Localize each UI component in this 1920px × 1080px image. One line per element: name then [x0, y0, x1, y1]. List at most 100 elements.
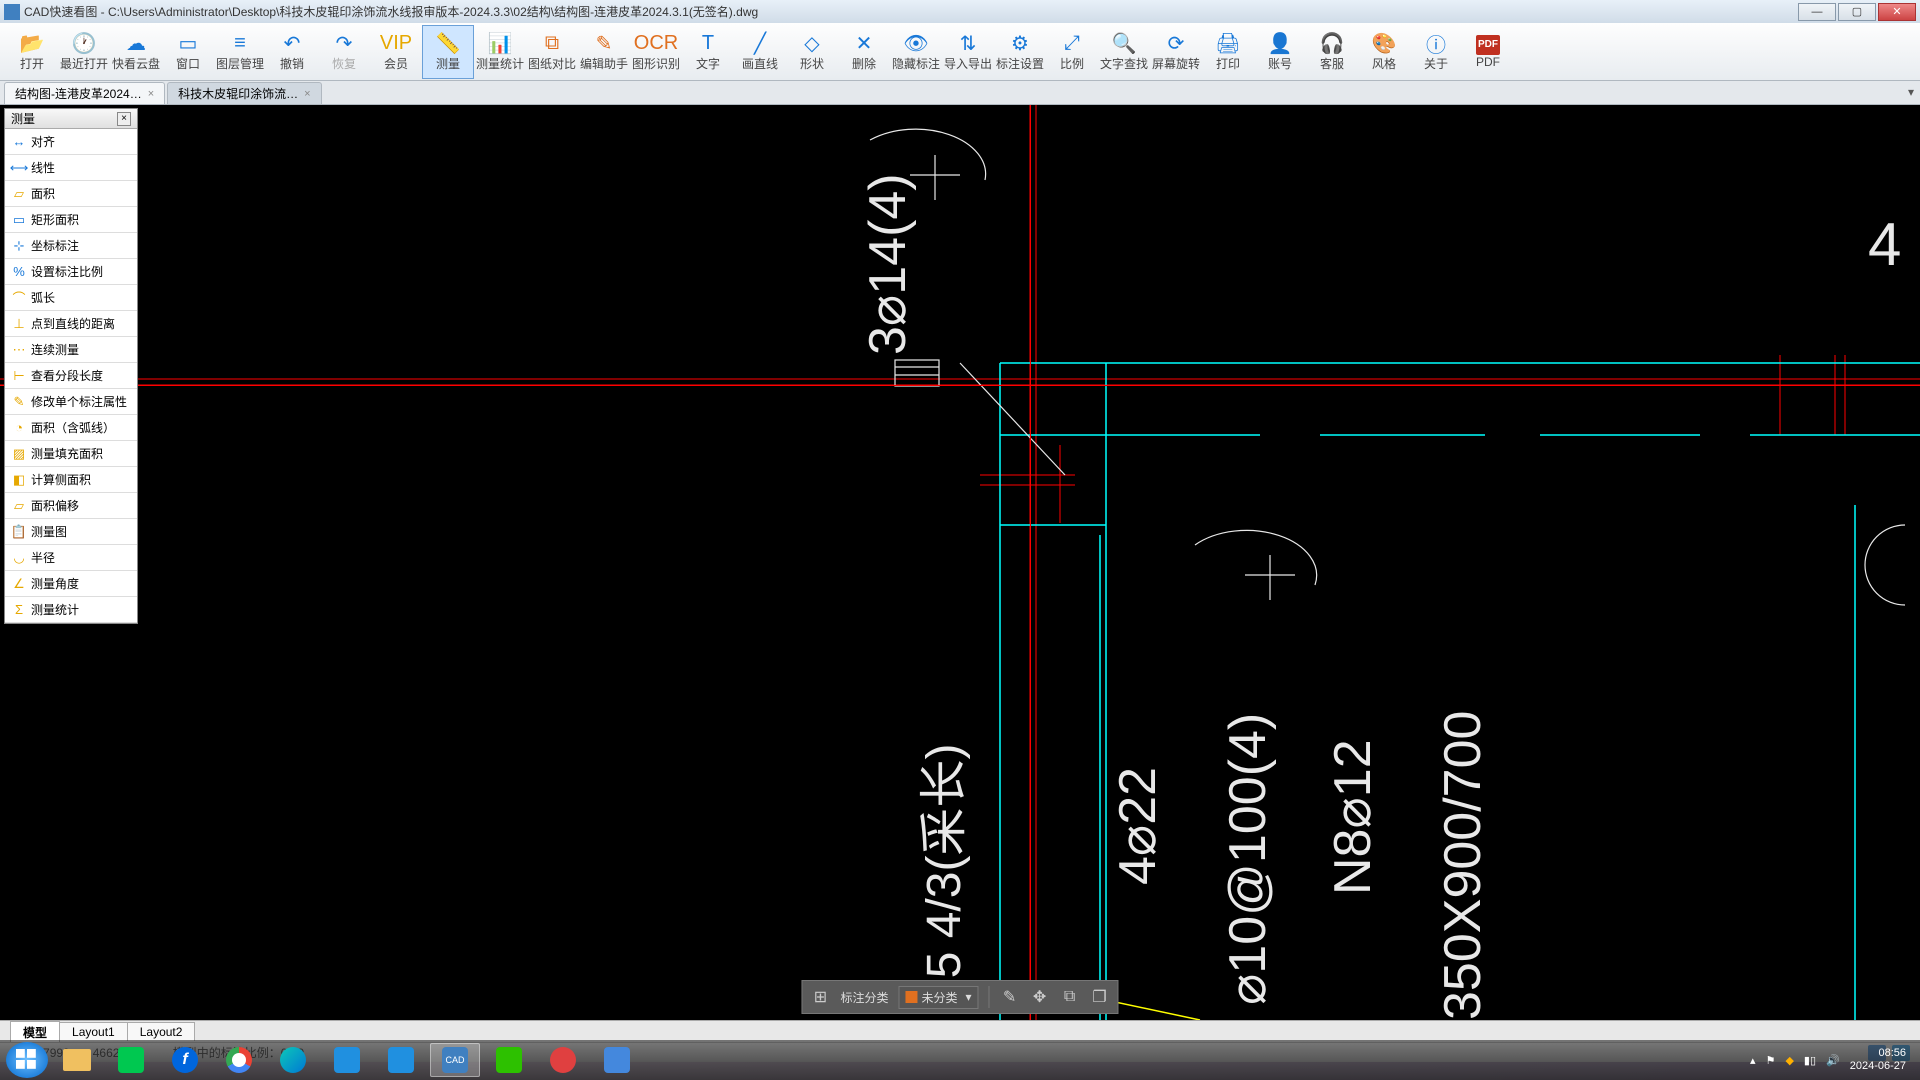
toolbar-关于[interactable]: ⓘ关于: [1410, 25, 1462, 79]
toolbar-PDF[interactable]: PDFPDF: [1462, 25, 1514, 79]
anno-dim: 350X900/700: [1434, 711, 1492, 1020]
measure-item-坐标标注[interactable]: ⊹坐标标注: [5, 233, 137, 259]
measure-item-设置标注比例[interactable]: %设置标注比例: [5, 259, 137, 285]
toolbar-撤销[interactable]: ↶撤销: [266, 25, 318, 79]
copy-icon[interactable]: ⧉: [1060, 987, 1080, 1007]
toolbar-图层管理[interactable]: ≡图层管理: [214, 25, 266, 79]
tray-volume-icon[interactable]: 🔊: [1826, 1054, 1840, 1067]
measure-item-label: 弧长: [31, 289, 55, 306]
measure-item-计算侧面积[interactable]: ◧计算侧面积: [5, 467, 137, 493]
drawing-canvas[interactable]: 3⌀14(4) 25 4/3(采长) 4⌀22 ⌀10@100(4) N8⌀12…: [0, 105, 1920, 1020]
doctab-close-icon[interactable]: ×: [148, 88, 154, 100]
measure-item-矩形面积[interactable]: ▭矩形面积: [5, 207, 137, 233]
taskbar-explorer[interactable]: [52, 1043, 102, 1077]
doctab[interactable]: 结构图-连港皮革2024…×: [4, 82, 165, 104]
taskbar-iqiyi[interactable]: [106, 1043, 156, 1077]
toolbar-画直线[interactable]: ╱画直线: [734, 25, 786, 79]
toolbar-客服[interactable]: 🎧客服: [1306, 25, 1358, 79]
toolbar-账号[interactable]: 👤账号: [1254, 25, 1306, 79]
tray-arrow-icon[interactable]: ▴: [1750, 1054, 1756, 1067]
toolbar-编辑助手[interactable]: ✎编辑助手: [578, 25, 630, 79]
main-toolbar: 📂打开🕐最近打开☁快看云盘▭窗口≡图层管理↶撤销↷恢复VIP会员📏测量📊测量统计…: [0, 23, 1920, 81]
measure-item-测量填充面积[interactable]: ▨测量填充面积: [5, 441, 137, 467]
measure-item-弧长[interactable]: ⌒弧长: [5, 285, 137, 311]
measure-item-面积（含弧线）[interactable]: ◔面积（含弧线）: [5, 415, 137, 441]
edit-icon[interactable]: ✎: [1000, 987, 1020, 1007]
measure-item-查看分段长度[interactable]: ⊢查看分段长度: [5, 363, 137, 389]
measure-item-修改单个标注属性[interactable]: ✎修改单个标注属性: [5, 389, 137, 415]
toolbar-图纸对比[interactable]: ⧉图纸对比: [526, 25, 578, 79]
close-button[interactable]: ✕: [1878, 3, 1916, 21]
toolbar-icon: ↶: [278, 31, 306, 55]
tray-flag-icon[interactable]: ⚑: [1766, 1054, 1776, 1067]
toolbar-icon: 🎧: [1318, 31, 1346, 55]
measure-item-点到直线的距离[interactable]: ⊥点到直线的距离: [5, 311, 137, 337]
measure-item-面积[interactable]: ▱面积: [5, 181, 137, 207]
doctab[interactable]: 科技木皮辊印涂饰流…×: [167, 82, 321, 104]
measure-item-label: 测量统计: [31, 601, 79, 618]
toolbar-窗口[interactable]: ▭窗口: [162, 25, 214, 79]
measure-item-面积偏移[interactable]: ▱面积偏移: [5, 493, 137, 519]
taskbar-wechat[interactable]: [484, 1043, 534, 1077]
taskbar-chrome[interactable]: [214, 1043, 264, 1077]
measure-item-连续测量[interactable]: ⋯连续测量: [5, 337, 137, 363]
taskbar-app1[interactable]: [322, 1043, 372, 1077]
start-button[interactable]: [6, 1042, 48, 1078]
toolbar-icon: ⓘ: [1422, 31, 1450, 55]
tabs-dropdown-icon[interactable]: ▾: [1908, 85, 1914, 99]
move-icon[interactable]: ✥: [1030, 987, 1050, 1007]
taskbar-app3[interactable]: [538, 1043, 588, 1077]
toolbar-导入导出[interactable]: ⇅导入导出: [942, 25, 994, 79]
taskbar-cad-active[interactable]: CAD: [430, 1043, 480, 1077]
toolbar-测量统计[interactable]: 📊测量统计: [474, 25, 526, 79]
measure-item-线性[interactable]: ⟷线性: [5, 155, 137, 181]
window-titlebar: CAD快速看图 - C:\Users\Administrator\Desktop…: [0, 0, 1920, 23]
toolbar-风格[interactable]: 🎨风格: [1358, 25, 1410, 79]
toolbar-文字[interactable]: T文字: [682, 25, 734, 79]
anno-bar2: ⌀10@100(4): [1219, 713, 1277, 1005]
measure-item-半径[interactable]: ◡半径: [5, 545, 137, 571]
toolbar-文字查找[interactable]: 🔍文字查找: [1098, 25, 1150, 79]
measure-item-label: 连续测量: [31, 341, 79, 358]
measure-item-测量统计[interactable]: Σ测量统计: [5, 597, 137, 623]
tray-network-icon[interactable]: ▮▯: [1804, 1054, 1816, 1067]
toolbar-打开[interactable]: 📂打开: [6, 25, 58, 79]
toolbar-测量[interactable]: 📏测量: [422, 25, 474, 79]
toolbar-标注设置[interactable]: ⚙标注设置: [994, 25, 1046, 79]
toolbar-打印[interactable]: 🖨打印: [1202, 25, 1254, 79]
taskbar-flash[interactable]: f: [160, 1043, 210, 1077]
category-select[interactable]: 未分类 ▾: [898, 986, 978, 1009]
toolbar-快看云盘[interactable]: ☁快看云盘: [110, 25, 162, 79]
taskbar-app2[interactable]: [376, 1043, 426, 1077]
toolbar-隐藏标注[interactable]: 👁隐藏标注: [890, 25, 942, 79]
window-title: CAD快速看图 - C:\Users\Administrator\Desktop…: [24, 3, 1798, 20]
toolbar-icon: ✎: [590, 31, 618, 55]
toolbar-label: 图纸对比: [528, 55, 576, 72]
taskbar-edge[interactable]: [268, 1043, 318, 1077]
measure-item-测量角度[interactable]: ∠测量角度: [5, 571, 137, 597]
toolbar-最近打开[interactable]: 🕐最近打开: [58, 25, 110, 79]
toolbar-icon: ✕: [850, 31, 878, 55]
toolbar-会员[interactable]: VIP会员: [370, 25, 422, 79]
maximize-button[interactable]: ▢: [1838, 3, 1876, 21]
toolbar-形状[interactable]: ◇形状: [786, 25, 838, 79]
toolbar-比例[interactable]: ⤢比例: [1046, 25, 1098, 79]
toolbar-删除[interactable]: ✕删除: [838, 25, 890, 79]
layout-tab-Layout2[interactable]: Layout2: [127, 1022, 196, 1041]
minimize-button[interactable]: —: [1798, 3, 1836, 21]
measure-item-对齐[interactable]: ↔对齐: [5, 129, 137, 155]
measure-panel-close[interactable]: ×: [117, 112, 131, 126]
tray-clock[interactable]: 08:56 2024-06-27: [1850, 1047, 1906, 1073]
measure-item-icon: ▱: [11, 498, 27, 514]
toolbar-屏幕旋转[interactable]: ⟳屏幕旋转: [1150, 25, 1202, 79]
measure-item-label: 计算侧面积: [31, 471, 91, 488]
layout-tab-Layout1[interactable]: Layout1: [59, 1022, 128, 1041]
toolbar-图形识别[interactable]: OCR图形识别: [630, 25, 682, 79]
taskbar-app4[interactable]: [592, 1043, 642, 1077]
toolbar-恢复[interactable]: ↷恢复: [318, 25, 370, 79]
grid-icon[interactable]: ⊞: [810, 987, 830, 1007]
tray-shield-icon[interactable]: ◆: [1785, 1054, 1793, 1067]
doctab-close-icon[interactable]: ×: [304, 88, 310, 100]
layers-icon[interactable]: ❐: [1090, 987, 1110, 1007]
measure-item-测量图[interactable]: 📋测量图: [5, 519, 137, 545]
